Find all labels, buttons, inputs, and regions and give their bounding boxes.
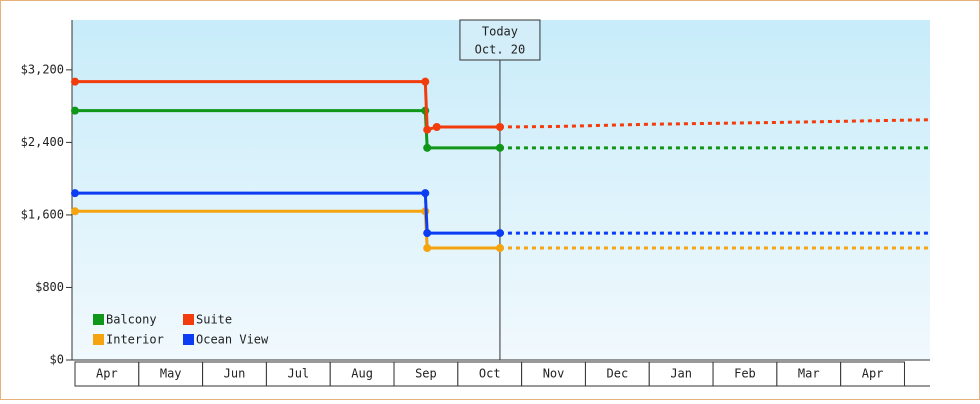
point [423,244,432,253]
legend-swatch [93,334,104,345]
x-tick-label: Jan [670,367,692,381]
y-tick-label: $0 [50,353,64,367]
x-tick-cell [265,361,331,387]
x-tick-label: Feb [734,367,756,381]
point [421,189,430,198]
x-tick-cell [74,361,140,387]
point [495,244,504,253]
legend-label: Suite [196,313,232,327]
legend-swatch [183,334,194,345]
x-tick-label: Jun [224,367,246,381]
x-tick-label: Jul [287,367,309,381]
y-tick-label: $1,600 [21,207,64,221]
legend-swatch [93,314,104,325]
today-box [459,19,541,61]
y-tick-label: $3,200 [21,62,64,76]
x-tick-label: Dec [607,367,629,381]
x-tick-label: Sep [415,367,437,381]
x-tick-cell [329,361,395,387]
x-tick-label: Aug [351,367,373,381]
legend-label: Ocean View [196,333,269,347]
point [495,229,504,238]
x-tick-cell [648,361,714,387]
x-tick-cell [138,361,204,387]
x-tick-label: Apr [862,367,884,381]
point [71,77,79,86]
point [71,207,79,216]
legend-label: Interior [106,333,164,347]
point [423,229,432,238]
y-tick-label: $800 [35,280,64,294]
point [423,143,432,152]
x-tick-cell [202,361,267,387]
x-tick-cell [840,361,905,387]
legend-label: Balcony [106,313,157,327]
legend-swatch [183,314,194,325]
x-tick-label: Oct [479,367,501,381]
point [421,77,430,86]
x-tick-cell [521,361,586,387]
series-line [75,191,500,235]
point [495,143,504,152]
point [432,122,441,131]
today-label: Today [482,25,518,39]
y-tick-label: $2,400 [21,135,64,149]
plot-area [72,20,930,360]
point [71,106,79,115]
point [495,122,504,131]
x-tick-label: May [160,367,182,381]
x-tick-label: Nov [543,367,565,381]
x-tick-cell [776,361,842,387]
projection-line [499,118,931,129]
x-tick-label: Apr [96,367,118,381]
today-date: Oct. 20 [475,43,526,57]
x-tick-label: Mar [798,367,820,381]
point [423,125,432,134]
point [71,189,79,198]
